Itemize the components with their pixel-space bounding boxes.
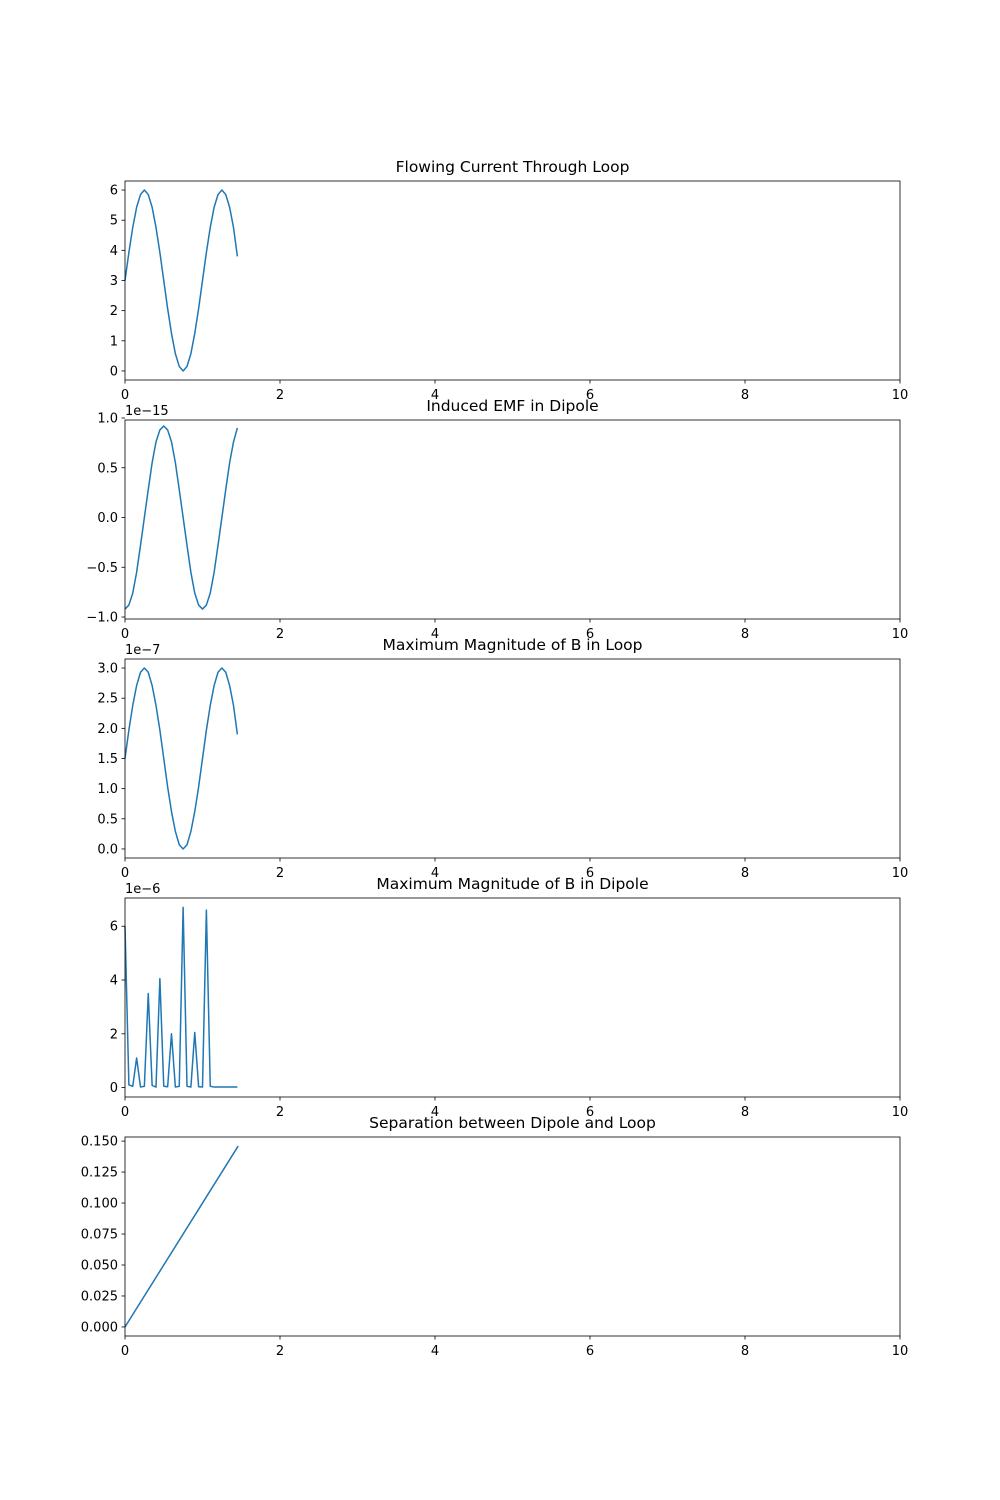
x-tick-label: 6 [586, 866, 594, 881]
y-tick-label: 2 [110, 1027, 118, 1042]
y-tick-label: 0.150 [81, 1135, 118, 1150]
x-tick-label: 10 [892, 866, 909, 881]
y-tick-label: 1.0 [97, 412, 118, 427]
y-tick-label: 2.0 [97, 722, 118, 737]
y-tick-label: 1.0 [97, 782, 118, 797]
chart-title: Maximum Magnitude of B in Dipole [376, 875, 648, 893]
y-tick-label: 0.0 [97, 511, 118, 526]
series-line [124, 425, 239, 610]
series-line [124, 906, 238, 1088]
y-tick-label: 5 [110, 214, 118, 229]
x-tick-label: 2 [276, 388, 284, 403]
chart-panel-2: 0 2 4 6 8 10 −1.0 −0.5 0.0 0.5 1.0 1e−15 Induced EMF… [86, 397, 908, 642]
y-tick-label: 0.5 [97, 461, 118, 476]
x-tick-label: 0 [121, 1105, 129, 1120]
x-tick-label: 8 [741, 1105, 749, 1120]
chart-title: Induced EMF in Dipole [426, 397, 598, 415]
x-tick-label: 10 [892, 388, 909, 403]
chart-title: Separation between Dipole and Loop [369, 1114, 656, 1132]
x-tick-label: 2 [276, 627, 284, 642]
y-tick-label: 1.5 [97, 752, 118, 767]
x-tick-label: 0 [121, 388, 129, 403]
y-offset-label: 1e−6 [125, 882, 160, 897]
y-tick-label: 0.050 [81, 1258, 118, 1273]
x-tick-label: 8 [741, 627, 749, 642]
chart-title: Flowing Current Through Loop [396, 158, 630, 176]
x-tick-label: 2 [276, 1344, 284, 1359]
x-tick-label: 10 [892, 1105, 909, 1120]
x-tick-label: 6 [586, 1105, 594, 1120]
series-line [124, 1145, 239, 1328]
y-tick-label: 0.5 [97, 812, 118, 827]
y-tick-label: 0.025 [81, 1289, 118, 1304]
y-tick-label: 2.5 [97, 692, 118, 707]
y-tick-label: 1 [110, 334, 118, 349]
y-tick-label: 0.075 [81, 1228, 118, 1243]
y-offset-label: 1e−7 [125, 643, 160, 658]
x-tick-label: 8 [741, 1344, 749, 1359]
x-tick-label: 6 [586, 388, 594, 403]
y-tick-label: 6 [110, 920, 118, 935]
y-tick-label: 0 [110, 1081, 118, 1096]
x-tick-label: 4 [431, 627, 439, 642]
series-line [124, 189, 239, 372]
chart-panel-3: 0 2 4 6 8 10 0.0 0.5 1.0 1.5 2.0 2.5 3.0 1e−7 Maximum … [97, 636, 908, 881]
x-tick-label: 0 [121, 627, 129, 642]
y-tick-label: −0.5 [86, 561, 118, 576]
x-tick-label: 6 [586, 1344, 594, 1359]
chart-panel-5: 0 2 4 6 8 10 0.000 0.025 0.050 0.075 0.100 0.125 0.1… [81, 1114, 908, 1359]
x-tick-label: 4 [431, 1105, 439, 1120]
y-tick-label: 0.100 [81, 1197, 118, 1212]
axes-frame [124, 897, 901, 1098]
x-tick-label: 4 [431, 866, 439, 881]
y-tick-label: 6 [110, 184, 118, 199]
x-tick-label: 8 [741, 866, 749, 881]
x-tick-label: 0 [121, 866, 129, 881]
y-tick-label: 2 [110, 304, 118, 319]
axes-frame [124, 419, 901, 620]
series-line [124, 667, 239, 850]
chart-panel-1: 0 2 4 6 8 10 0 1 2 3 4 5 6 Flowing Current Through Lo… [110, 158, 909, 403]
x-tick-label: 10 [892, 627, 909, 642]
y-tick-label: 4 [110, 244, 118, 259]
axes-frame [124, 180, 901, 381]
x-tick-label: 4 [431, 1344, 439, 1359]
y-tick-label: −1.0 [86, 611, 118, 626]
x-tick-label: 6 [586, 627, 594, 642]
y-tick-label: 4 [110, 974, 118, 989]
axes-frame [124, 658, 901, 859]
axes-frame [124, 1136, 901, 1337]
chart-panel-4: 0 2 4 6 8 10 0 2 4 6 1e−6 Maximum Magnitude of B in… [110, 875, 909, 1120]
y-tick-label: 0.0 [97, 842, 118, 857]
y-tick-label: 0.000 [81, 1320, 118, 1335]
x-tick-label: 10 [892, 1344, 909, 1359]
y-offset-label: 1e−15 [125, 404, 169, 419]
x-tick-label: 2 [276, 1105, 284, 1120]
y-tick-label: 0 [110, 364, 118, 379]
x-tick-label: 4 [431, 388, 439, 403]
y-tick-label: 3.0 [97, 662, 118, 677]
y-tick-label: 3 [110, 274, 118, 289]
x-tick-label: 0 [121, 1344, 129, 1359]
x-tick-label: 8 [741, 388, 749, 403]
x-tick-label: 2 [276, 866, 284, 881]
y-tick-label: 0.125 [81, 1166, 118, 1181]
chart-title: Maximum Magnitude of B in Loop [383, 636, 643, 654]
